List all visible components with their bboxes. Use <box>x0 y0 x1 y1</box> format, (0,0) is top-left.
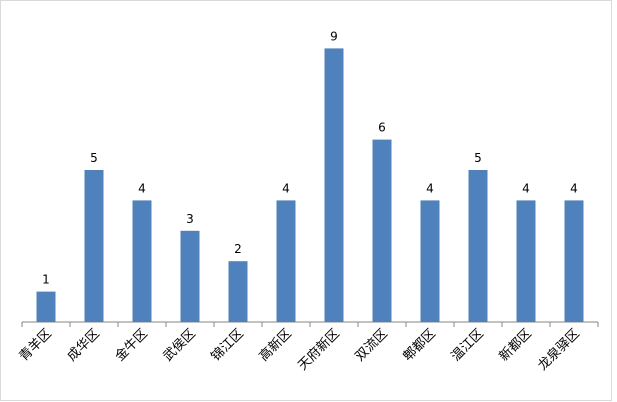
bar <box>36 291 56 322</box>
bar <box>324 48 344 323</box>
data-label: 5 <box>474 151 482 165</box>
data-label: 4 <box>426 181 434 195</box>
data-label: 4 <box>138 181 146 195</box>
bar <box>420 200 440 322</box>
data-label: 4 <box>522 181 530 195</box>
bar <box>468 170 488 322</box>
bar <box>132 200 152 322</box>
data-label: 6 <box>378 121 386 135</box>
data-label: 4 <box>570 181 578 195</box>
bar <box>84 170 104 322</box>
data-label: 1 <box>42 273 50 287</box>
data-label: 5 <box>90 151 98 165</box>
bar <box>516 200 536 322</box>
bar <box>180 230 200 322</box>
data-label: 3 <box>186 212 194 226</box>
bar <box>372 139 392 322</box>
data-label: 4 <box>282 181 290 195</box>
data-label: 9 <box>330 29 338 43</box>
data-label: 2 <box>234 242 242 256</box>
bar <box>228 261 248 322</box>
bar <box>564 200 584 322</box>
bar <box>276 200 296 322</box>
